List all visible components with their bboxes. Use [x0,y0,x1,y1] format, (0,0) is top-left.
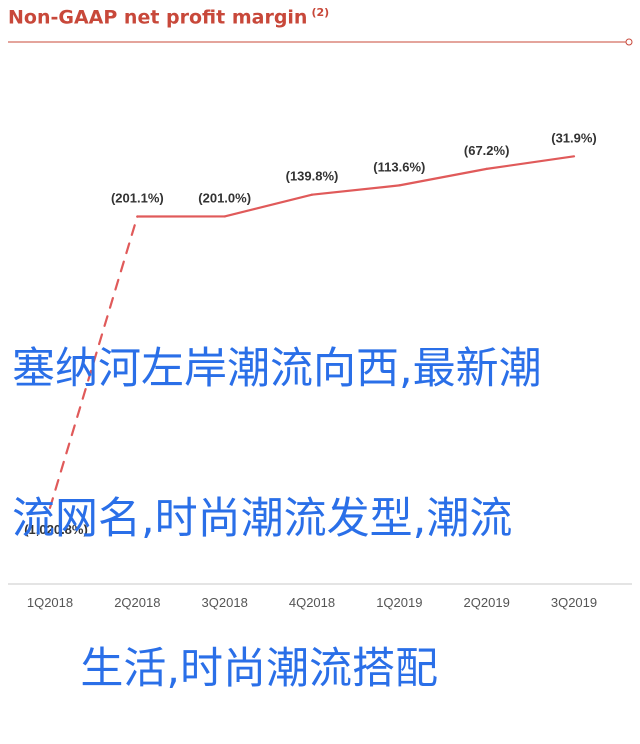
data-label: (113.6%) [373,159,425,174]
overlay-line: 塞纳河左岸潮流向西,最新潮 [12,344,612,394]
overlay-line: 流网名,时尚潮流发型,潮流 [12,494,612,544]
data-label: (139.8%) [286,169,339,184]
data-label: (67.2%) [464,143,510,158]
data-label: (201.0%) [198,190,251,205]
overlay-line: 生活,时尚潮流搭配 [12,644,612,694]
series-segment [312,185,399,194]
data-label: (31.9%) [551,130,597,145]
series-segment [487,156,574,169]
data-label: (201.1%) [111,190,164,205]
title-underline-end [626,39,632,45]
overlay-text: 塞纳河左岸潮流向西,最新潮 流网名,时尚潮流发型,潮流 生活,时尚潮流搭配 [12,244,612,744]
